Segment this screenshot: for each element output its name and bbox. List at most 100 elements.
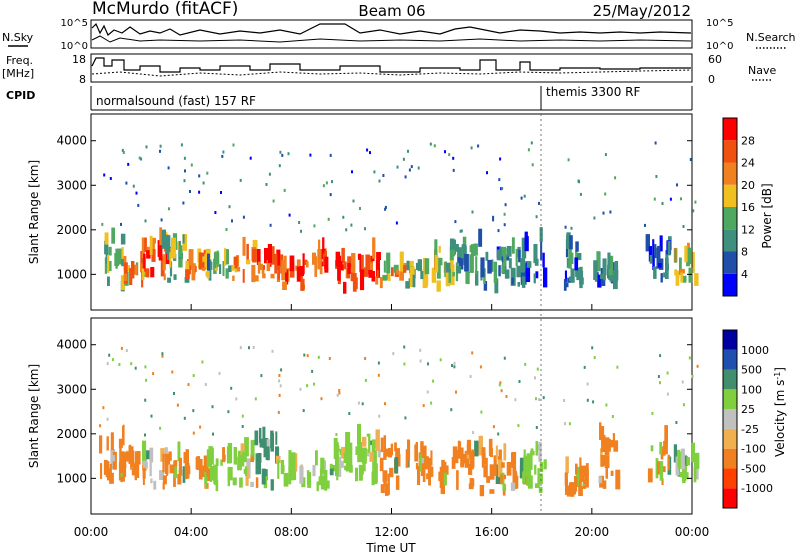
scatter-cell: [471, 351, 474, 355]
range-cell: [104, 257, 107, 274]
range-cell: [209, 466, 213, 482]
range-cell: [296, 266, 301, 282]
range-cell: [236, 266, 241, 272]
range-cell: [391, 267, 394, 277]
range-cell: [361, 447, 367, 464]
range-cell: [329, 463, 333, 469]
range-cell: [664, 425, 668, 446]
range-cell: [584, 468, 589, 488]
velocity-colorbar-tick: 100: [741, 383, 762, 396]
power-colorbar-segment: [723, 118, 737, 141]
scatter-cell: [106, 362, 109, 366]
range-cell: [134, 451, 138, 466]
range-cell: [395, 448, 400, 460]
range-cell: [474, 440, 479, 457]
range-cell: [123, 273, 128, 281]
scatter-cell: [691, 375, 694, 378]
range-cell: [299, 266, 305, 276]
range-cell: [420, 461, 426, 476]
scatter-cell: [279, 150, 282, 154]
range-cell: [145, 461, 148, 469]
scatter-cell: [498, 383, 501, 387]
range-cell: [496, 250, 501, 261]
range-cell: [347, 256, 352, 268]
range-cell: [252, 248, 257, 263]
velocity-panel: 1000 2000 3000 4000 Slant Range [km]: [27, 317, 700, 515]
range-cell: [542, 252, 545, 268]
range-cell: [263, 265, 265, 270]
range-cell: [383, 435, 386, 453]
scatter-cell: [313, 224, 316, 228]
scatter-cell: [651, 411, 654, 415]
range-cell: [694, 273, 699, 286]
scatter-cell: [140, 157, 143, 161]
range-cell: [538, 441, 542, 462]
scatter-cell: [239, 178, 242, 182]
scatter-cell: [278, 164, 281, 168]
range-cell: [169, 464, 175, 474]
scatter-cell: [417, 166, 420, 170]
range-cell: [452, 446, 458, 464]
scatter-cell: [160, 218, 163, 222]
scatter-cell: [331, 180, 333, 184]
scatter-cell: [192, 374, 195, 377]
scatter-cell: [348, 412, 351, 415]
range-cell: [324, 470, 328, 491]
range-cell: [579, 480, 582, 487]
range-cell: [417, 466, 421, 485]
range-cell: [684, 245, 688, 263]
range-cell: [405, 281, 410, 289]
velocity-colorbar: 1000 500 100 25 -25 -100 -500 -1000: [722, 329, 773, 509]
scatter-cell: [345, 228, 348, 232]
velocity-colorbar-segment: [723, 488, 737, 508]
range-cell: [224, 248, 227, 266]
range-cell: [337, 279, 341, 285]
range-cell: [277, 266, 280, 280]
range-cell: [245, 259, 251, 265]
range-cell: [151, 249, 156, 262]
range-cell: [123, 262, 128, 284]
range-cell: [134, 474, 137, 481]
range-cell: [596, 251, 601, 272]
range-cell: [564, 270, 567, 283]
scatter-cell: [644, 223, 646, 227]
scatter-cell: [167, 166, 170, 170]
range-cell: [262, 426, 266, 448]
range-cell: [493, 455, 497, 476]
scatter-cell: [501, 187, 504, 190]
scatter-cell: [530, 141, 533, 145]
range-cell: [299, 466, 304, 484]
range-cell: [512, 467, 517, 482]
power-colorbar-segment: [723, 229, 737, 252]
scatter-cell: [538, 201, 540, 205]
range-cell: [457, 440, 461, 459]
scatter-cell: [492, 425, 495, 429]
range-cell: [469, 478, 474, 488]
scatter-cell: [692, 209, 695, 213]
station-title: McMurdo (fitACF): [92, 0, 238, 19]
scatter-cell: [239, 346, 242, 350]
scatter-cell: [676, 183, 678, 187]
scatter-cell: [231, 219, 233, 223]
scatter-cell: [579, 192, 582, 196]
range-cell: [150, 267, 155, 278]
range-cell: [316, 481, 319, 492]
range-cell: [207, 253, 210, 271]
range-cell: [444, 261, 447, 278]
range-cell: [362, 456, 366, 472]
range-cell: [166, 454, 171, 465]
scatter-cell: [492, 215, 495, 219]
noise-tick-lo-left: 10^0: [61, 41, 88, 52]
range-cell: [602, 258, 607, 276]
range-cell: [171, 237, 176, 259]
range-cell: [667, 454, 670, 471]
scatter-cell: [460, 229, 463, 233]
range-cell: [169, 247, 172, 268]
range-cell: [382, 274, 388, 281]
velocity-colorbar-segment: [723, 369, 737, 390]
range-cell: [347, 263, 351, 274]
range-cell: [250, 481, 254, 488]
scatter-cell: [404, 416, 407, 420]
y-tick-label: 4000: [56, 338, 87, 352]
range-cell: [251, 264, 256, 283]
